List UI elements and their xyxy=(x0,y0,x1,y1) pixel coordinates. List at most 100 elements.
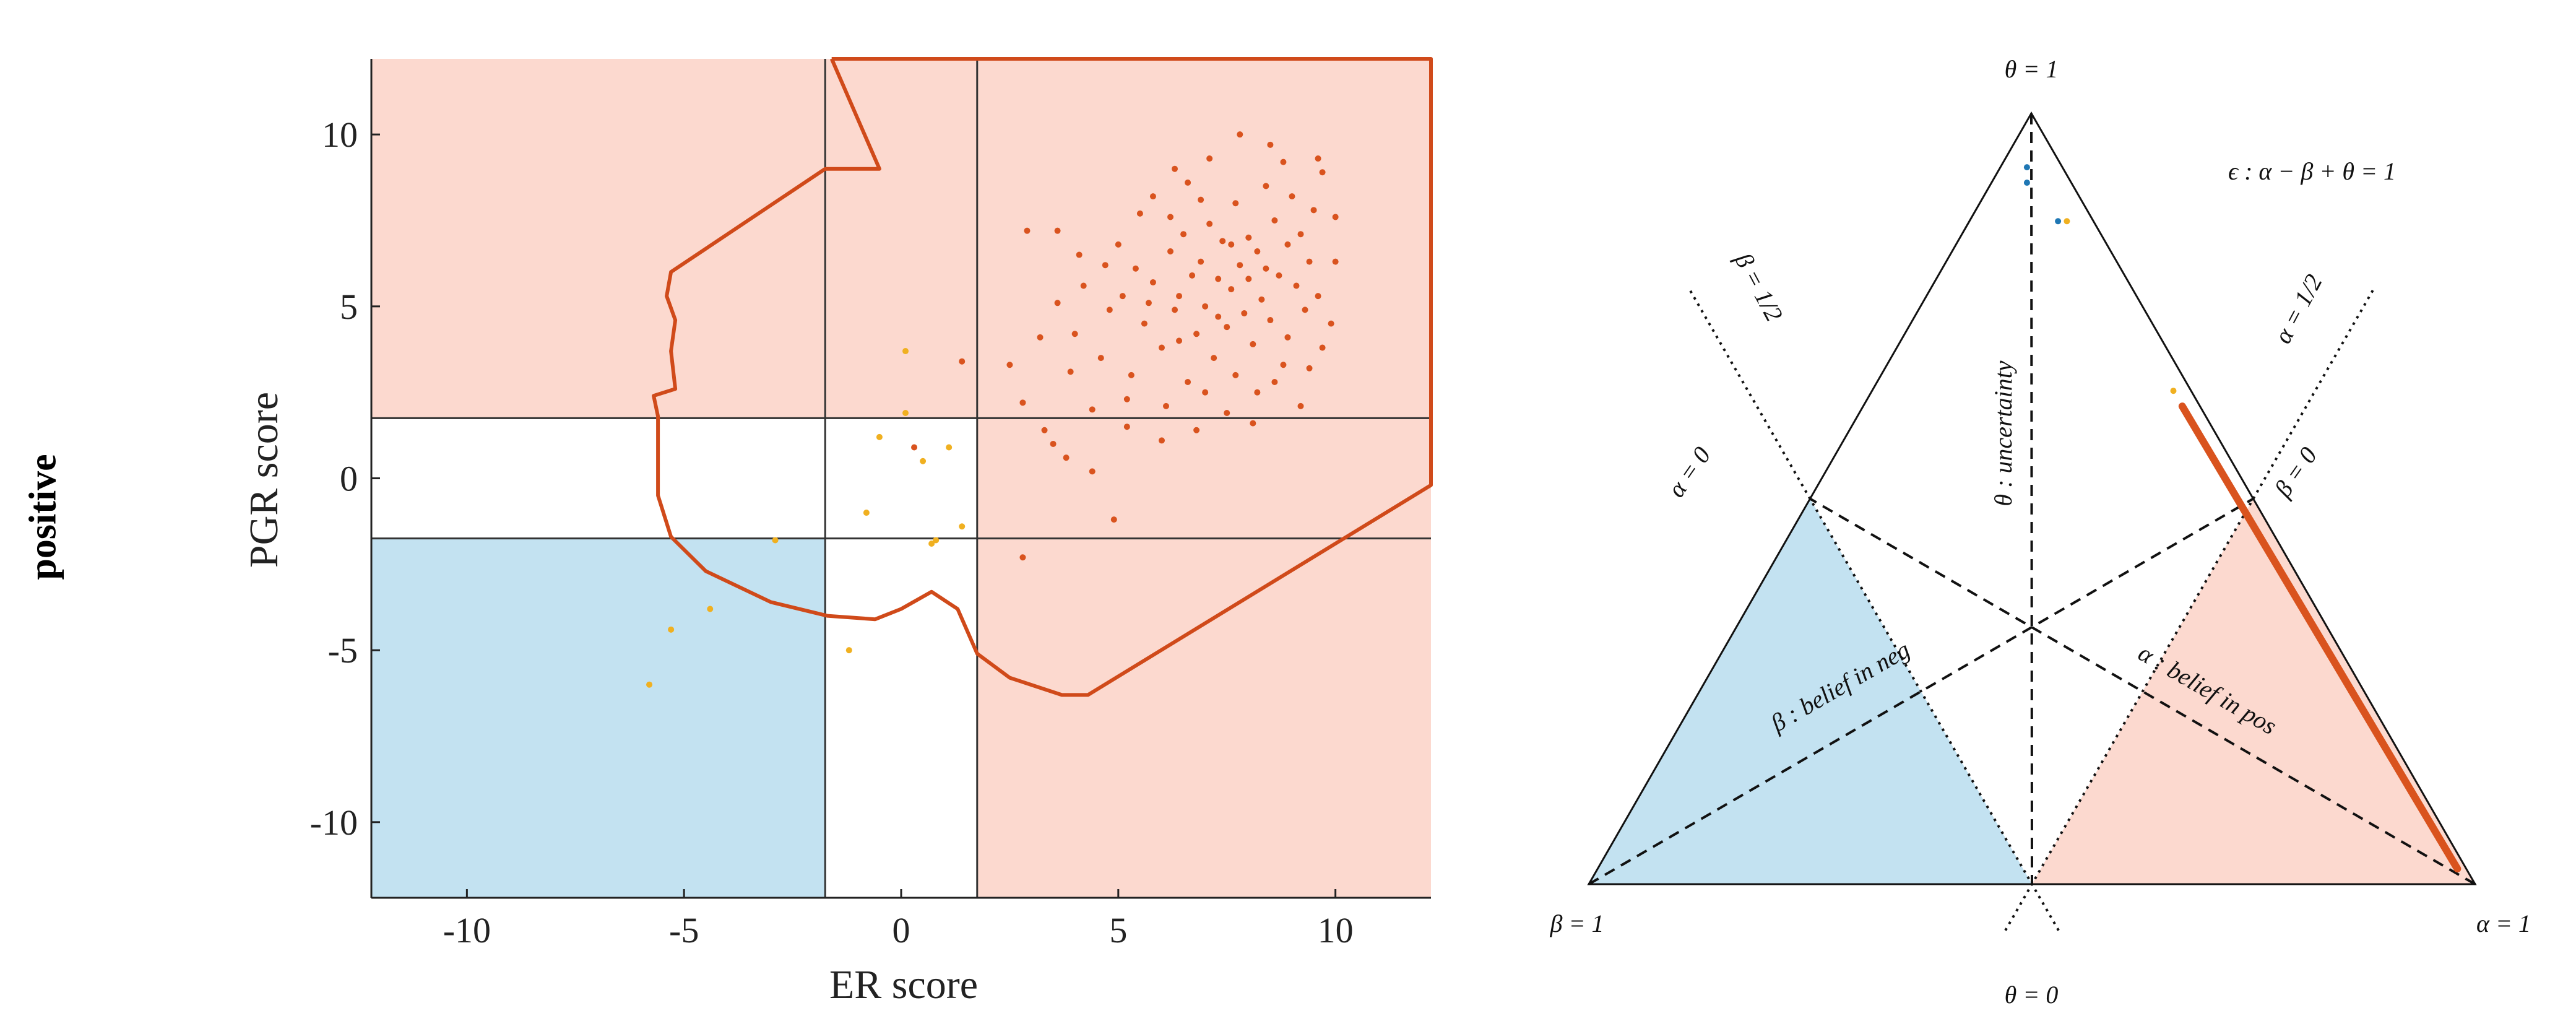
point-0-4 xyxy=(1050,440,1057,447)
point-0-81 xyxy=(1054,300,1061,306)
label-beta-half: β = 1/2 xyxy=(1729,248,1789,326)
point-0-44 xyxy=(1297,231,1304,238)
point-0-76 xyxy=(1149,193,1156,200)
point-0-62 xyxy=(1041,427,1048,433)
point-0-20 xyxy=(1193,331,1200,337)
x-tick-label-3: 5 xyxy=(1109,910,1127,950)
point-0-63 xyxy=(1063,454,1070,461)
point-0-35 xyxy=(1258,296,1265,303)
point-0-40 xyxy=(1280,362,1287,368)
label-alpha-half: α = 1/2 xyxy=(2268,270,2328,348)
point-1-0 xyxy=(902,348,909,355)
point-0-51 xyxy=(1280,159,1287,165)
point-0-5 xyxy=(1019,554,1026,561)
triangle-fills xyxy=(1589,498,2475,884)
alpha-axis-line xyxy=(1809,497,2476,885)
point-0-75 xyxy=(1250,420,1256,427)
point-0-73 xyxy=(1332,214,1339,220)
point-0-13 xyxy=(1158,344,1165,351)
point-0-29 xyxy=(1232,200,1239,207)
point-0-22 xyxy=(1202,303,1209,310)
point-0-69 xyxy=(1254,389,1261,396)
label-beta-zero: β = 0 xyxy=(2268,442,2322,503)
negative-region xyxy=(371,538,826,898)
point-1-7 xyxy=(959,523,966,530)
beta-half-line xyxy=(1687,286,2060,931)
point-0-98 xyxy=(1228,241,1235,248)
point-0-66 xyxy=(1158,437,1165,444)
point-0-56 xyxy=(1123,396,1130,402)
point-0-78 xyxy=(1206,155,1213,162)
point-0-49 xyxy=(1319,169,1326,176)
y-tick-label-3: 5 xyxy=(340,287,358,327)
point-0-64 xyxy=(1089,468,1096,475)
point-0-99 xyxy=(1263,265,1269,272)
point-0-96 xyxy=(1102,262,1109,269)
point-0-57 xyxy=(1136,210,1143,217)
point-0-82 xyxy=(1071,331,1078,337)
point-0-94 xyxy=(1284,334,1291,341)
label-beta-one: β = 1 xyxy=(1550,910,1604,937)
opinion-point-0-0 xyxy=(2023,180,2030,186)
point-0-87 xyxy=(1271,379,1278,386)
point-0-31 xyxy=(1241,310,1248,316)
point-0-26 xyxy=(1219,238,1226,245)
point-0-79 xyxy=(1267,141,1274,148)
point-0-61 xyxy=(1037,334,1044,341)
point-0-38 xyxy=(1271,217,1278,224)
point-1-10 xyxy=(668,626,675,633)
point-1-4 xyxy=(946,444,953,451)
point-0-36 xyxy=(1263,183,1269,189)
point-0-91 xyxy=(1176,337,1183,344)
point-0-67 xyxy=(1193,427,1200,433)
point-0-23 xyxy=(1206,220,1213,227)
point-0-85 xyxy=(1202,389,1209,396)
point-0-28 xyxy=(1228,286,1235,293)
point-1-1 xyxy=(902,409,909,416)
point-0-84 xyxy=(1163,402,1169,409)
point-0-65 xyxy=(1123,424,1130,430)
point-0-17 xyxy=(1180,231,1187,238)
point-0-34 xyxy=(1254,248,1261,254)
point-0-48 xyxy=(1315,293,1321,300)
threshold-lines xyxy=(371,59,1431,898)
point-1-9 xyxy=(707,606,714,612)
point-0-37 xyxy=(1267,317,1274,324)
label-uncertainty-axis: θ : uncertainty xyxy=(1989,360,2017,506)
point-0-72 xyxy=(1332,258,1339,265)
point-0-74 xyxy=(1328,320,1334,327)
opinion-point-0-1 xyxy=(2023,164,2030,171)
point-0-46 xyxy=(1306,258,1313,265)
point-1-11 xyxy=(646,681,653,688)
decision-boundary xyxy=(652,57,1433,697)
point-0-43 xyxy=(1293,282,1300,289)
opinion-point-1-0 xyxy=(2064,218,2070,225)
point-0-77 xyxy=(1185,179,1191,186)
point-0-33 xyxy=(1250,341,1256,347)
point-0-55 xyxy=(1115,241,1122,248)
point-0-45 xyxy=(1302,306,1308,313)
point-0-9 xyxy=(1097,355,1104,362)
point-1-12 xyxy=(845,647,852,654)
point-0-70 xyxy=(1297,402,1304,409)
point-0-42 xyxy=(1289,193,1295,200)
boundary-line xyxy=(652,57,1433,697)
point-0-68 xyxy=(1224,409,1230,416)
point-0-71 xyxy=(1319,344,1326,351)
y-tick-label-2: 0 xyxy=(340,459,358,499)
point-0-47 xyxy=(1310,207,1317,214)
point-0-21 xyxy=(1198,258,1204,265)
y-tick-label-0: -10 xyxy=(310,802,358,843)
point-0-24 xyxy=(1211,355,1217,362)
point-0-1 xyxy=(1054,227,1061,234)
label-theta-one: θ = 1 xyxy=(2005,55,2059,83)
opinion-point-1-1 xyxy=(2170,388,2177,394)
point-1-6 xyxy=(933,537,940,544)
point-0-80 xyxy=(1076,251,1083,258)
point-0-86 xyxy=(1232,371,1239,378)
label-alpha-one: α = 1 xyxy=(2476,910,2531,937)
point-1-5 xyxy=(863,510,870,516)
point-0-14 xyxy=(1167,248,1174,254)
point-0-58 xyxy=(1089,406,1096,413)
